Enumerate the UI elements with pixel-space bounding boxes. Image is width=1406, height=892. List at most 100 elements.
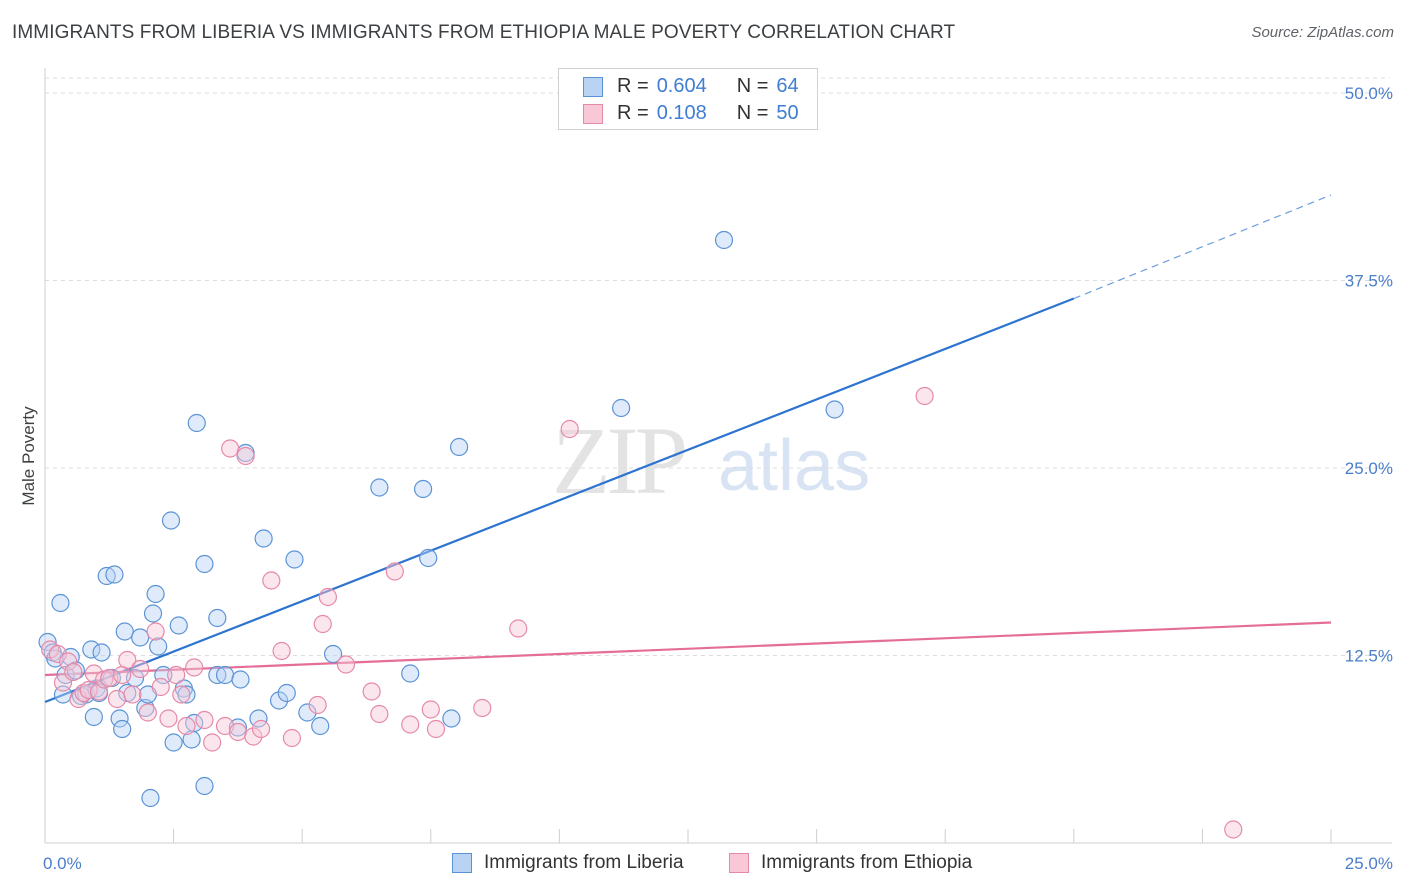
liberia-point: [269, 691, 289, 710]
ethiopia-trend-line: [44, 621, 1332, 677]
ethiopia-point: [236, 446, 255, 466]
liberia-trend-line: [44, 297, 1075, 704]
ethiopia-point: [318, 587, 338, 607]
ethiopia-point: [177, 716, 196, 736]
y-axis-label: Male Poverty: [19, 406, 38, 506]
liberia-point: [110, 709, 129, 728]
liberia-point: [208, 665, 227, 685]
ethiopia-point: [74, 683, 93, 703]
liberia-point: [195, 776, 214, 796]
ethiopia-point: [426, 719, 446, 739]
ethiopia-point: [473, 698, 492, 718]
liberia-legend-swatch: [452, 853, 472, 873]
liberia-point: [195, 554, 214, 574]
r-label: R =: [617, 75, 649, 97]
r-value-liberia: 0.604: [656, 75, 707, 97]
liberia-point: [164, 733, 183, 752]
liberia-trend-extension: [1073, 194, 1332, 300]
ethiopia-point: [362, 682, 381, 701]
liberia-point: [131, 628, 150, 647]
liberia-point: [215, 665, 235, 685]
ethiopia-point: [282, 728, 302, 748]
ethiopia-point: [59, 652, 78, 671]
y-tick-label: 50.0%: [1345, 84, 1393, 103]
x-tick-label-min: 0.0%: [43, 854, 82, 873]
liberia-point: [231, 670, 250, 689]
source-credit: Source: ZipAtlas.com: [1251, 24, 1394, 41]
bottom-legend-ethiopia[interactable]: Immigrants from Ethiopia: [729, 852, 972, 874]
ethiopia-point: [385, 562, 404, 581]
ethiopia-point: [560, 419, 579, 439]
ethiopia-points: [41, 386, 1243, 839]
liberia-point: [51, 593, 70, 613]
liberia-point: [311, 716, 330, 736]
liberia-point: [92, 643, 111, 662]
r-label: R =: [617, 102, 649, 124]
ethiopia-point: [89, 682, 109, 701]
ethiopia-point: [123, 685, 142, 704]
bottom-legend-liberia[interactable]: Immigrants from Liberia: [452, 852, 684, 874]
ethiopia-point: [195, 710, 214, 730]
y-tick-label: 12.5%: [1345, 647, 1393, 666]
y-tick-label: 25.0%: [1345, 459, 1393, 478]
ethiopia-point: [272, 641, 291, 661]
liberia-point: [249, 709, 268, 728]
ethiopia-point: [262, 571, 281, 590]
ethiopia-point: [509, 619, 528, 638]
ethiopia-point: [146, 622, 165, 641]
liberia-point: [449, 437, 469, 457]
ethiopia-point: [251, 719, 271, 739]
liberia-point: [169, 616, 188, 635]
ethiopia-point: [1224, 820, 1243, 839]
ethiopia-point: [308, 695, 327, 715]
n-value-ethiopia: 50: [776, 102, 799, 124]
liberia-point: [285, 550, 304, 569]
ethiopia-point: [203, 733, 222, 752]
liberia-point: [143, 604, 163, 623]
ethiopia-point: [336, 655, 356, 674]
liberia-point: [146, 584, 165, 604]
ethiopia-point: [421, 700, 440, 719]
y-tick-label: 37.5%: [1345, 272, 1393, 291]
r-value-ethiopia: 0.108: [656, 102, 707, 124]
ethiopia-point: [172, 685, 191, 704]
n-label: N =: [736, 75, 769, 97]
ethiopia-point: [915, 386, 934, 406]
ethiopia-point: [244, 727, 263, 746]
tick-labels: 12.5% 25.0% 37.5% 50.0% 0.0% 25.0%: [43, 84, 1393, 873]
ethiopia-point: [167, 665, 186, 685]
correlation-legend: R = 0.604 N = 64 R = 0.108 N = 50: [558, 68, 818, 130]
legend-row-ethiopia: R = 0.108 N = 50: [583, 100, 799, 127]
trend-lines: [44, 194, 1332, 704]
axes: [44, 68, 1392, 844]
liberia-point: [141, 788, 160, 808]
liberia-point: [149, 637, 168, 656]
liberia-point: [161, 511, 181, 530]
liberia-point: [84, 707, 103, 727]
ethiopia-legend-swatch: [729, 853, 749, 873]
liberia-point: [442, 709, 461, 728]
liberia-point: [97, 566, 116, 586]
liberia-point: [612, 398, 631, 418]
liberia-points: [38, 230, 844, 808]
ethiopia-legend-label: Immigrants from Ethiopia: [761, 852, 973, 873]
liberia-point: [208, 608, 227, 628]
ethiopia-point: [107, 689, 127, 709]
ethiopia-point: [401, 715, 420, 734]
ethiopia-point: [159, 709, 178, 728]
ethiopia-swatch: [583, 103, 603, 124]
liberia-point: [714, 230, 734, 250]
ethiopia-point: [313, 614, 332, 634]
n-label: N =: [736, 102, 769, 124]
grid-lines: [45, 77, 1390, 656]
liberia-point: [323, 644, 343, 664]
ethiopia-point: [228, 722, 247, 742]
ethiopia-point: [138, 703, 157, 722]
ethiopia-point: [131, 659, 150, 679]
liberia-point: [370, 478, 389, 497]
liberia-point: [277, 683, 296, 703]
watermark-atlas: atlas: [718, 426, 871, 506]
x-tick-label-max: 25.0%: [1345, 854, 1393, 873]
ethiopia-point: [118, 650, 137, 670]
